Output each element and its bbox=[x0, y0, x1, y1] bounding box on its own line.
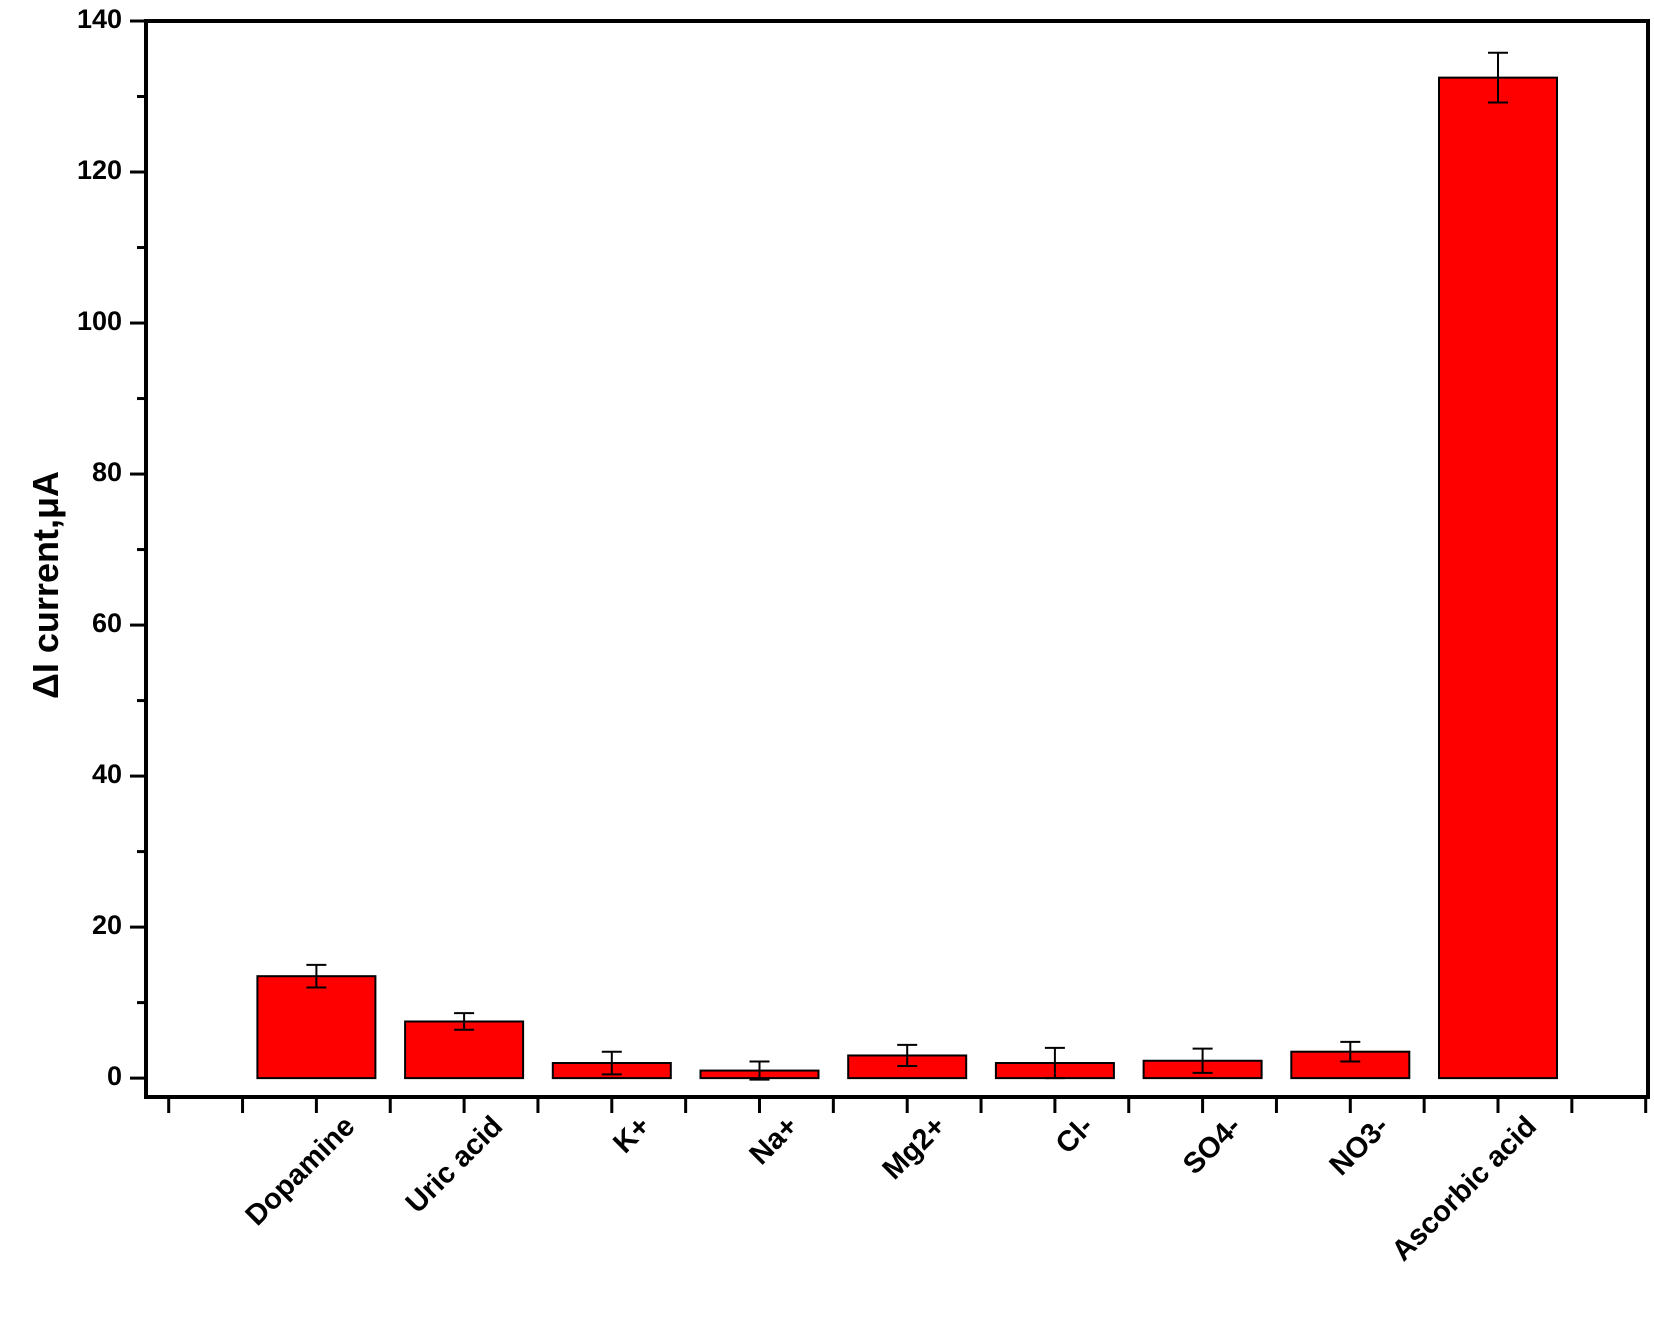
x-tick-label: Na+ bbox=[744, 1110, 805, 1171]
x-tick-label: Uric acid bbox=[400, 1110, 509, 1219]
bar bbox=[404, 1020, 525, 1080]
error-bar bbox=[306, 963, 327, 989]
error-bar bbox=[749, 1060, 770, 1081]
x-tick-label: Dopamine bbox=[240, 1110, 362, 1232]
error-bar bbox=[454, 1012, 475, 1031]
error-bar bbox=[897, 1043, 918, 1068]
x-tick-label: NO3- bbox=[1324, 1110, 1396, 1182]
x-tick-label: Cl- bbox=[1050, 1110, 1100, 1160]
y-tick-label: 20 bbox=[92, 910, 122, 940]
bar bbox=[256, 975, 377, 1080]
error-bar bbox=[1488, 51, 1508, 104]
y-tick-label: 80 bbox=[92, 457, 122, 487]
error-bar bbox=[1340, 1040, 1361, 1063]
x-tick-label: SO4- bbox=[1177, 1110, 1247, 1180]
bar bbox=[1438, 76, 1558, 1080]
error-bar bbox=[1044, 1046, 1065, 1080]
plot-frame bbox=[144, 19, 1650, 1099]
y-tick-label: 100 bbox=[77, 306, 122, 336]
y-axis-label: ΔI current,μA bbox=[25, 471, 66, 699]
y-tick-label: 60 bbox=[92, 608, 122, 638]
error-bar bbox=[601, 1050, 622, 1076]
error-bar bbox=[1192, 1047, 1213, 1074]
y-tick-label: 40 bbox=[92, 759, 122, 789]
x-tick-label: Mg2+ bbox=[877, 1110, 953, 1186]
x-tick-label: K+ bbox=[607, 1110, 656, 1159]
y-tick-label: 0 bbox=[107, 1061, 122, 1091]
y-tick-label: 120 bbox=[77, 155, 122, 185]
x-tick-label: Ascorbic acid bbox=[1386, 1110, 1543, 1267]
y-tick-label: 140 bbox=[77, 4, 122, 34]
